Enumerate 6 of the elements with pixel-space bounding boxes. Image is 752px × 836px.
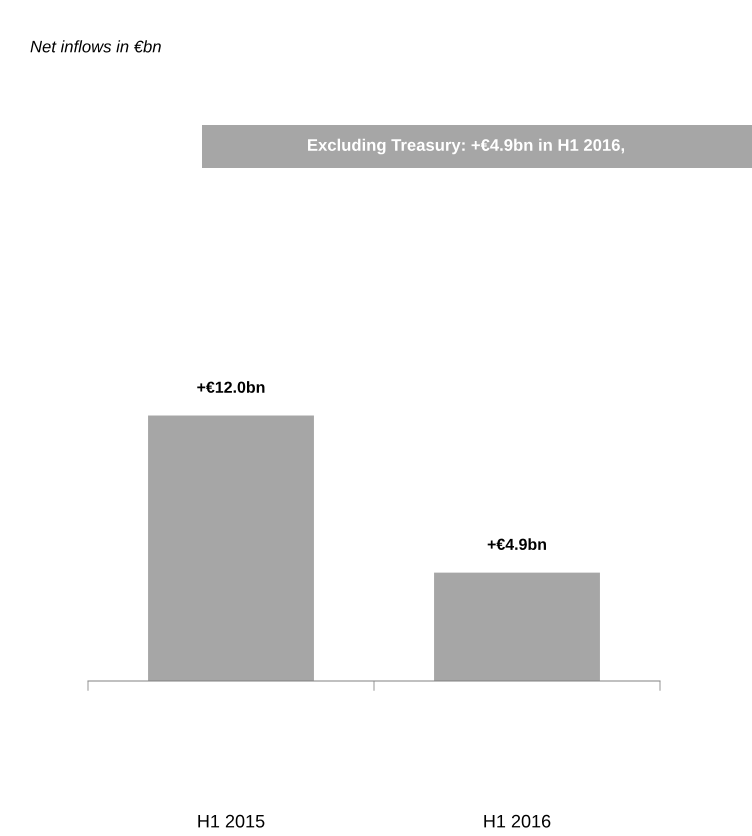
data-label: +€12.0bn <box>197 381 264 393</box>
chart-title: Net inflows in €bn <box>30 40 161 52</box>
x-tick-label: H1 2015 <box>198 814 264 828</box>
x-tick-label: H1 2016 <box>484 814 550 828</box>
text: Excluding Treasury: +€4.9bn in H1 2016, <box>308 138 624 154</box>
data-label: +€4.9bn <box>488 538 546 550</box>
